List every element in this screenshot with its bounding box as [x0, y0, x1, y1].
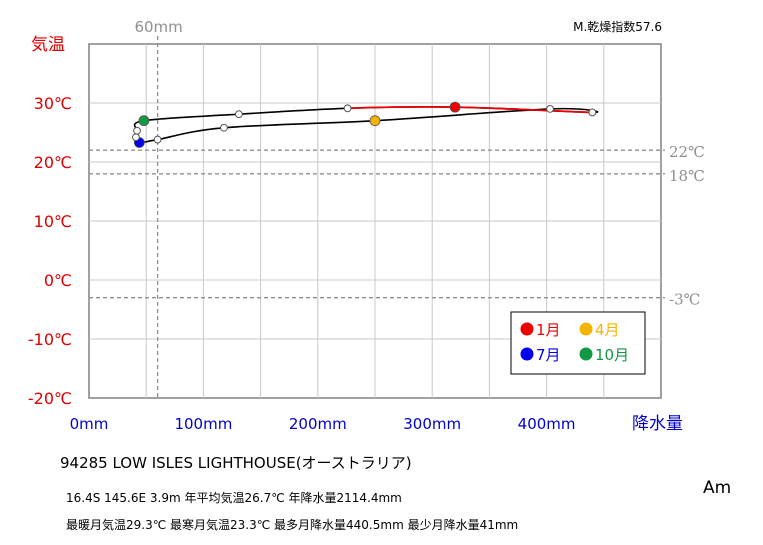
month-point-6: [153, 135, 162, 144]
legend: 1月 4月 7月 10月: [510, 311, 646, 375]
summer-segment: [347, 105, 593, 114]
y-axis-title: 気温: [31, 35, 65, 55]
climate-class: Am: [703, 478, 732, 498]
x-tick-label: 100mm: [174, 415, 232, 433]
x-tick-label: 200mm: [289, 415, 347, 433]
month-point-5: [220, 123, 228, 132]
y-tick-label: 10℃: [34, 212, 72, 231]
axis-labels: -20℃ -10℃ 0℃ 10℃ 20℃ 30℃ 気温 0mm 100mm 200mm 300mm 4…: [28, 19, 683, 434]
x-tick-label: 300mm: [403, 415, 461, 433]
reference-label-temp: 22℃: [669, 143, 705, 161]
legend-label-7: 7月: [536, 346, 561, 364]
station-extremes-line: 最暖月気温29.3℃ 最寒月気温23.3℃ 最多月降水量440.5mm 最少月降…: [66, 518, 519, 532]
legend-label-4: 4月: [595, 321, 620, 339]
x-tick-label: 400mm: [518, 415, 576, 433]
reference-lines: 60mm 22℃ 18℃ -3℃: [89, 18, 705, 398]
annual-cycle-curve: [133, 106, 599, 144]
x-tick-label: 0mm: [70, 415, 109, 433]
legend-marker-1: [520, 322, 534, 336]
month-point-3: [546, 105, 554, 113]
y-tick-label: -20℃: [28, 389, 72, 408]
y-tick-label: 0℃: [44, 271, 72, 290]
month-point-1: [449, 101, 461, 113]
legend-marker-7: [520, 347, 534, 361]
station-name: 94285 LOW ISLES LIGHTHOUSE(オーストラリア): [60, 454, 412, 472]
x-axis-title: 降水量: [632, 414, 683, 434]
y-tick-label: 30℃: [34, 94, 72, 113]
dryness-index-label: M.乾燥指数57.6: [573, 19, 662, 34]
month-point-4: [369, 115, 381, 127]
month-point-2: [588, 108, 597, 117]
legend-marker-4: [579, 322, 593, 336]
month-point-11: [234, 110, 243, 119]
legend-label-10: 10月: [595, 346, 629, 364]
month-point-9: [133, 126, 141, 135]
legend-marker-10: [579, 347, 593, 361]
y-tick-label: -10℃: [28, 330, 72, 349]
climate-curve: [132, 101, 599, 148]
month-point-8: [132, 133, 140, 142]
legend-label-1: 1月: [536, 321, 561, 339]
reference-label-temp: -3℃: [669, 291, 700, 309]
month-point-12: [343, 104, 352, 113]
month-point-10: [138, 115, 150, 127]
y-tick-label: 20℃: [34, 153, 72, 172]
legend-box: [510, 311, 646, 375]
reference-label-temp: 18℃: [669, 167, 705, 185]
reference-label-precip: 60mm: [134, 18, 182, 36]
station-summary-line: 16.4S 145.6E 3.9m 年平均気温26.7℃ 年降水量2114.4m…: [66, 491, 402, 505]
